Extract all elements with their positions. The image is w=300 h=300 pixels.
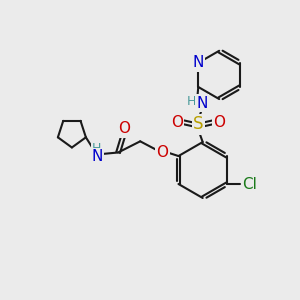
Text: H: H	[92, 142, 102, 155]
Text: H: H	[187, 95, 196, 108]
Text: O: O	[156, 145, 168, 160]
Text: N: N	[193, 55, 204, 70]
Text: S: S	[193, 116, 203, 134]
Text: N: N	[196, 96, 208, 111]
Text: Cl: Cl	[242, 176, 257, 191]
Text: O: O	[171, 115, 183, 130]
Text: O: O	[214, 115, 226, 130]
Text: O: O	[118, 122, 130, 136]
Text: N: N	[91, 149, 103, 164]
